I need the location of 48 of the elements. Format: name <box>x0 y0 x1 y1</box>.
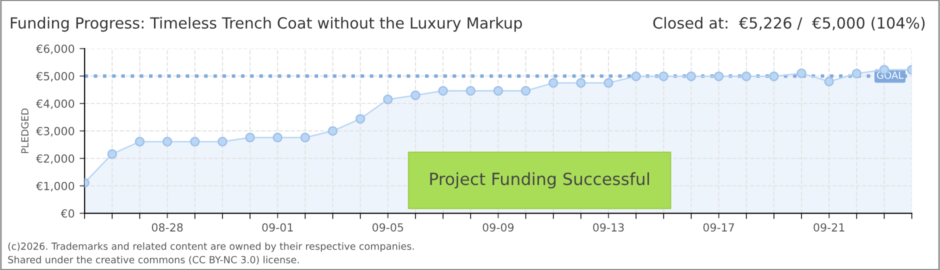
point <box>796 68 806 78</box>
x-tick-label: 09-01 <box>262 223 293 232</box>
point <box>548 78 558 88</box>
y-tick-label: €1,000 <box>36 182 74 192</box>
text: Shared under the creative commons (CC BY-NC 3.0) license. <box>8 256 299 265</box>
y-tick-label: €0 <box>60 209 74 218</box>
y-axis-title: PLEDGED <box>21 108 29 154</box>
point <box>742 71 752 82</box>
point <box>300 132 310 142</box>
y-tick-label: €6,000 <box>36 44 74 54</box>
point <box>134 136 145 147</box>
point <box>355 114 366 124</box>
y-tick-label: €4,000 <box>36 99 74 110</box>
text: (c)2026. Trademarks and related content are owned by their respective companies. <box>8 242 414 252</box>
y-tick-label: €2,000 <box>36 154 74 164</box>
point <box>162 136 172 147</box>
point <box>466 86 476 96</box>
point <box>190 136 200 147</box>
point <box>714 71 724 82</box>
point <box>272 132 282 142</box>
point <box>769 71 779 82</box>
point <box>686 71 696 82</box>
point <box>604 78 614 88</box>
point <box>493 86 504 96</box>
x-tick-label: 09-05 <box>372 223 404 232</box>
point <box>328 126 338 136</box>
point <box>631 71 641 82</box>
point <box>410 90 420 100</box>
point <box>520 86 531 96</box>
y-tick-label: €3,000 <box>36 126 74 136</box>
chart-title: Funding Progress: Timeless Trench Coat without the Luxury Markup <box>10 16 522 32</box>
point <box>438 86 448 96</box>
point <box>218 136 228 147</box>
x-tick-label: 08-28 <box>152 223 183 232</box>
x-tick-label: 09-21 <box>814 223 844 232</box>
point <box>576 78 586 88</box>
chart-subtitle: Closed at: €5,226 / €5,000 (104%) <box>653 16 925 31</box>
x-tick-label: 09-17 <box>703 223 734 232</box>
point <box>658 71 668 82</box>
point <box>383 94 393 104</box>
point <box>107 149 118 159</box>
point <box>852 68 862 78</box>
annotation: Project Funding Successful <box>430 172 649 188</box>
point <box>245 132 255 142</box>
y-tick-label: €5,000 <box>36 72 74 82</box>
x-tick-label: 09-13 <box>593 223 624 232</box>
point <box>824 76 834 86</box>
x-tick-label: 09-09 <box>482 223 514 232</box>
